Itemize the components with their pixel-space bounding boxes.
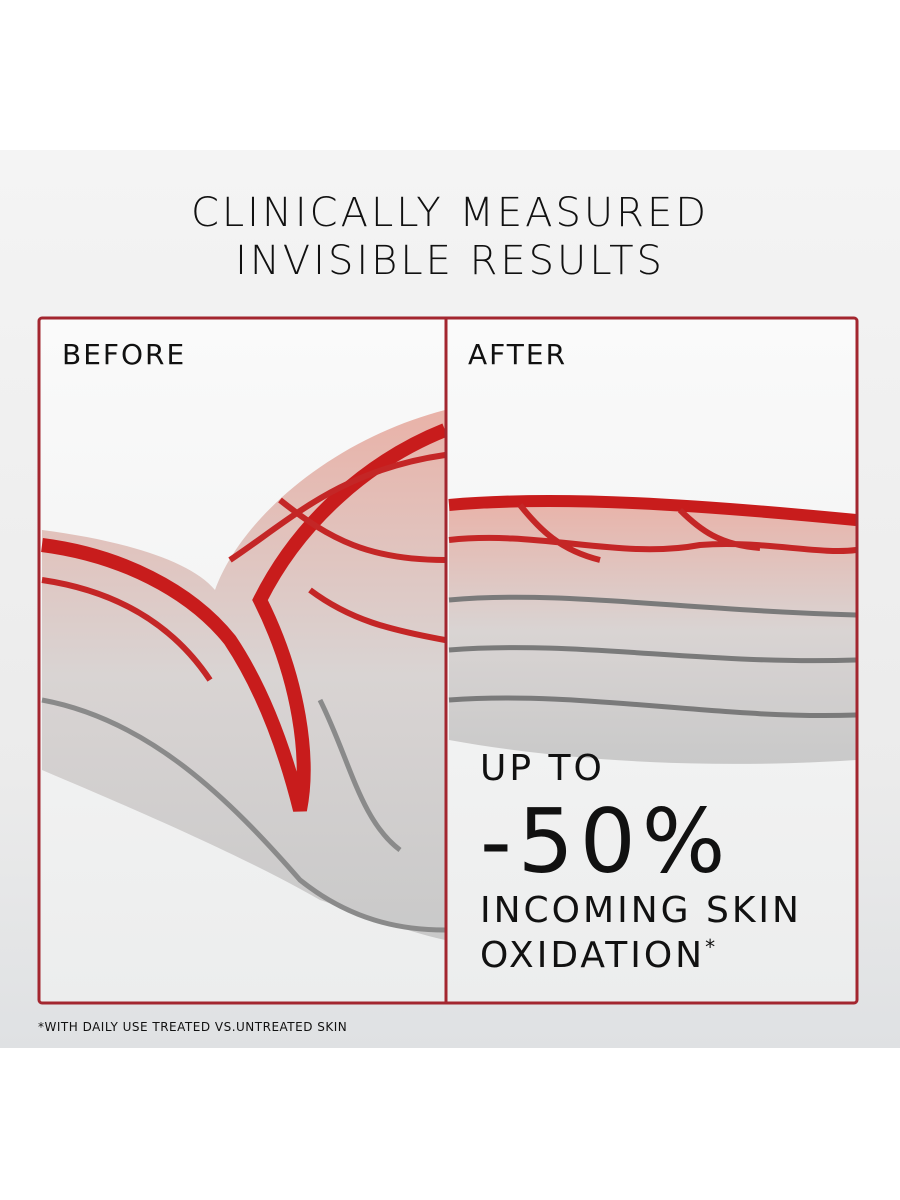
before-label: BEFORE	[62, 338, 187, 371]
after-gray-cells	[448, 594, 857, 719]
after-label: AFTER	[468, 338, 568, 371]
claim-line: INCOMING SKIN	[480, 890, 802, 931]
title-line: INVISIBLE RESULTS	[235, 238, 665, 284]
before-vein	[41, 423, 448, 812]
after-cells	[448, 503, 857, 563]
footnote: *WITH DAILY USE TREATED VS.UNTREATED SKI…	[38, 1020, 348, 1034]
before-cells	[41, 452, 446, 682]
claim-line: OXIDATION*	[480, 935, 718, 976]
after-vein	[448, 494, 857, 526]
before-gray-cells	[41, 697, 446, 933]
title-line: CLINICALLY MEASURED	[190, 190, 710, 236]
claim-text: OXIDATION	[480, 935, 706, 976]
frame	[37, 316, 859, 1005]
claim-line: UP TO	[480, 748, 605, 789]
claim-figure: -50%	[480, 790, 732, 893]
claim-mark: *	[705, 935, 719, 959]
